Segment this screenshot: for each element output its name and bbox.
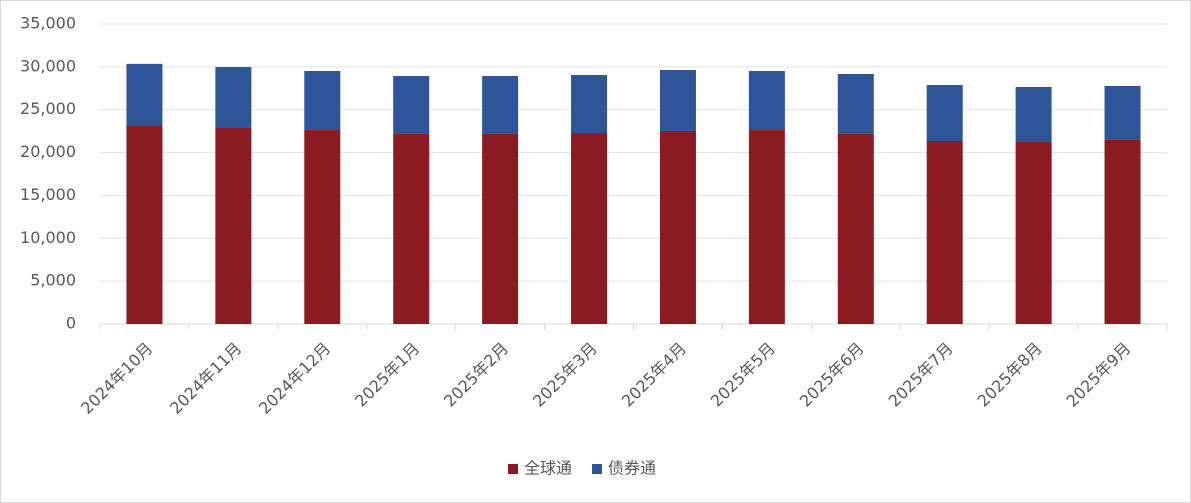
bar-segment — [571, 133, 608, 324]
bar-segment — [1015, 142, 1052, 324]
bar-segment — [748, 70, 785, 131]
bar-segment — [837, 133, 874, 324]
bar-segment — [926, 141, 963, 324]
y-tick-label: 5,000 — [30, 271, 76, 290]
bar-segment — [1104, 85, 1141, 140]
bar-segment — [126, 126, 163, 324]
y-tick-label: 30,000 — [20, 56, 76, 75]
y-tick-label: 20,000 — [20, 142, 76, 161]
y-tick-label: 0 — [66, 314, 76, 333]
bar-segment — [1015, 87, 1052, 143]
bar-segment — [926, 85, 963, 141]
legend-label: 债券通 — [608, 459, 656, 478]
y-tick-label: 10,000 — [20, 228, 76, 247]
bar-segment — [571, 75, 608, 134]
bar-segment — [126, 63, 163, 126]
legend-swatch — [592, 464, 603, 474]
bar-segment — [659, 130, 696, 324]
legend-label: 全球通 — [524, 459, 572, 478]
y-tick-label: 15,000 — [20, 185, 76, 204]
bar-segment — [215, 127, 252, 324]
bar-segment — [837, 73, 874, 134]
bar-segment — [304, 70, 341, 131]
y-tick-label: 35,000 — [20, 14, 76, 33]
bar-segment — [215, 67, 252, 128]
bar-segment — [304, 130, 341, 324]
bar-segment — [748, 130, 785, 324]
bar-segment — [393, 76, 430, 134]
bar-segment — [482, 133, 519, 324]
bar-segment — [1104, 139, 1141, 324]
bar-segment — [659, 70, 696, 131]
bar-segment — [393, 133, 430, 324]
legend-swatch — [508, 464, 518, 474]
bar-segment — [482, 76, 519, 134]
y-tick-label: 25,000 — [20, 99, 76, 118]
